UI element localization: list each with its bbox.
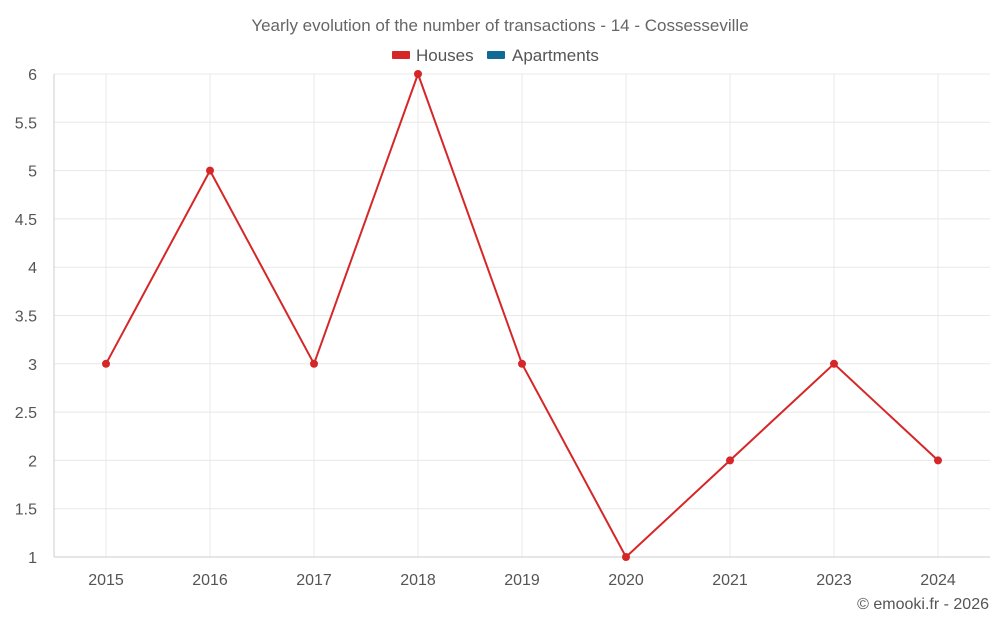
legend-label-apartments: Apartments (512, 46, 599, 65)
y-axis-ticks: 1 1.5 2 2.5 3 3.5 4 4.5 5 5.5 6 (15, 67, 37, 567)
data-point-houses[interactable] (310, 359, 318, 368)
grid (54, 73, 990, 557)
data-point-houses[interactable] (622, 553, 630, 561)
series-houses (102, 70, 942, 561)
x-axis-ticks: 2015 2016 2017 2018 2019 2020 2021 2023 2024 (88, 572, 956, 589)
data-point-houses[interactable] (830, 359, 838, 368)
x-tick-label: 2017 (296, 572, 332, 589)
legend-label-houses: Houses (416, 46, 474, 65)
y-tick-label: 1.5 (15, 502, 37, 519)
data-point-houses[interactable] (518, 359, 526, 368)
y-tick-label: 1 (28, 550, 37, 567)
x-tick-label: 2020 (608, 572, 644, 589)
y-tick-label: 5 (28, 164, 37, 181)
legend-item-houses[interactable]: Houses (392, 46, 474, 65)
legend-swatch-houses (392, 51, 410, 59)
data-point-houses[interactable] (934, 456, 942, 465)
y-tick-label: 2 (28, 453, 37, 470)
x-tick-label: 2018 (400, 572, 436, 589)
x-tick-label: 2015 (88, 572, 124, 589)
y-tick-label: 6 (28, 67, 37, 84)
data-point-houses[interactable] (414, 70, 422, 78)
x-tick-label: 2016 (192, 572, 228, 589)
x-tick-label: 2019 (504, 572, 540, 589)
y-tick-label: 4.5 (15, 212, 37, 229)
y-tick-label: 5.5 (15, 115, 37, 132)
legend: Houses Apartments (392, 46, 599, 65)
y-tick-label: 3 (28, 357, 37, 374)
legend-item-apartments[interactable]: Apartments (487, 46, 599, 65)
y-tick-label: 4 (28, 260, 37, 277)
credit-text: © emooki.fr - 2026 (857, 596, 989, 613)
legend-swatch-apartments (487, 51, 505, 59)
axes (53, 74, 990, 558)
y-tick-label: 2.5 (15, 405, 37, 422)
data-point-houses[interactable] (206, 166, 214, 175)
data-point-houses[interactable] (726, 456, 734, 465)
x-tick-label: 2021 (712, 572, 748, 589)
x-tick-label: 2023 (816, 572, 852, 589)
x-tick-label: 2024 (920, 572, 956, 589)
y-tick-label: 3.5 (15, 309, 37, 326)
data-point-houses[interactable] (102, 359, 110, 368)
chart-title: Yearly evolution of the number of transa… (251, 16, 748, 35)
